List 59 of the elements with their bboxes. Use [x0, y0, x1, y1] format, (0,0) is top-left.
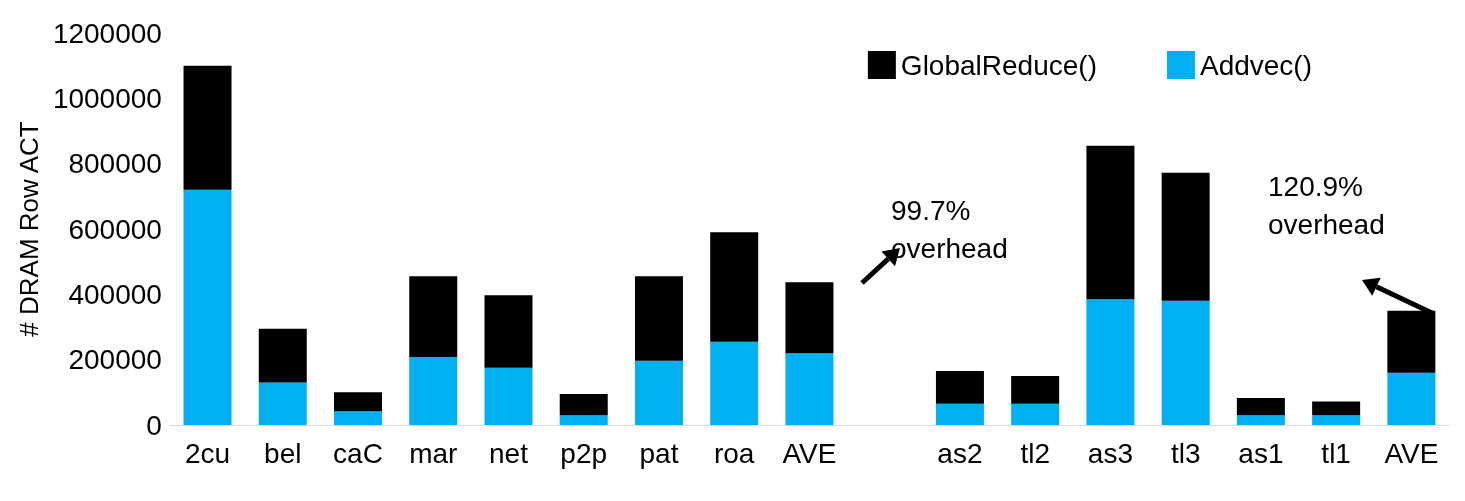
bar — [334, 411, 383, 425]
x-tick-label: as1 — [1238, 437, 1284, 469]
annotation: 99.7% overhead — [891, 194, 1008, 264]
bar — [559, 415, 608, 425]
y-tick-label: 600000 — [68, 213, 162, 245]
bar — [1161, 172, 1210, 301]
bar — [334, 392, 383, 412]
bar — [710, 232, 759, 342]
bar — [1312, 415, 1361, 425]
x-tick-label: 2cu — [184, 437, 231, 469]
legend-label: GlobalReduce() — [900, 49, 1097, 81]
bar — [183, 189, 232, 425]
bar — [1086, 299, 1135, 425]
y-tick-label: 0 — [146, 409, 162, 441]
x-tick-label: as2 — [937, 437, 983, 469]
x-tick-label: p2p — [560, 437, 608, 469]
y-axis-title: # DRAM Row ACT — [14, 121, 44, 337]
x-tick-label: AVE — [1384, 437, 1439, 469]
bar — [1011, 376, 1060, 404]
y-tick-label: 200000 — [68, 344, 162, 376]
bar — [484, 295, 533, 368]
x-tick-label: tl3 — [1170, 437, 1201, 469]
bar — [1312, 401, 1361, 416]
bar — [1236, 397, 1285, 416]
x-tick-label: as3 — [1087, 437, 1133, 469]
bar — [258, 382, 307, 425]
y-tick-label: 1200000 — [52, 17, 162, 49]
x-tick-label: net — [489, 437, 529, 469]
x-tick-label: mar — [409, 437, 458, 469]
y-tick-label: 800000 — [68, 148, 162, 180]
x-tick-label: roa — [713, 437, 755, 469]
legend-label: Addvec() — [1199, 49, 1313, 81]
bar — [409, 276, 458, 358]
x-tick-label: bel — [264, 437, 302, 469]
bar — [935, 403, 984, 425]
bar — [785, 282, 834, 354]
bar — [484, 367, 533, 425]
bar — [1086, 145, 1135, 300]
bar — [409, 357, 458, 425]
x-tick-label: tl1 — [1321, 437, 1351, 469]
x-tick-label: AVE — [782, 437, 837, 469]
bar — [710, 341, 759, 425]
y-tick-label: 400000 — [68, 278, 162, 310]
bar — [183, 65, 232, 190]
bar — [634, 360, 683, 425]
x-tick-label: tl2 — [1020, 437, 1050, 469]
bar — [559, 393, 608, 416]
bar — [935, 371, 984, 404]
bar — [258, 328, 307, 383]
x-tick-label: caC — [333, 437, 383, 469]
bar — [1387, 372, 1436, 425]
x-tick-label: pat — [639, 437, 679, 469]
bar — [785, 353, 834, 425]
bar — [634, 276, 683, 361]
annotation: 120.9% overhead — [1268, 170, 1385, 240]
bar — [1236, 415, 1285, 425]
bar — [1161, 300, 1210, 425]
bar — [1011, 403, 1060, 425]
y-tick-label: 1000000 — [52, 82, 162, 114]
